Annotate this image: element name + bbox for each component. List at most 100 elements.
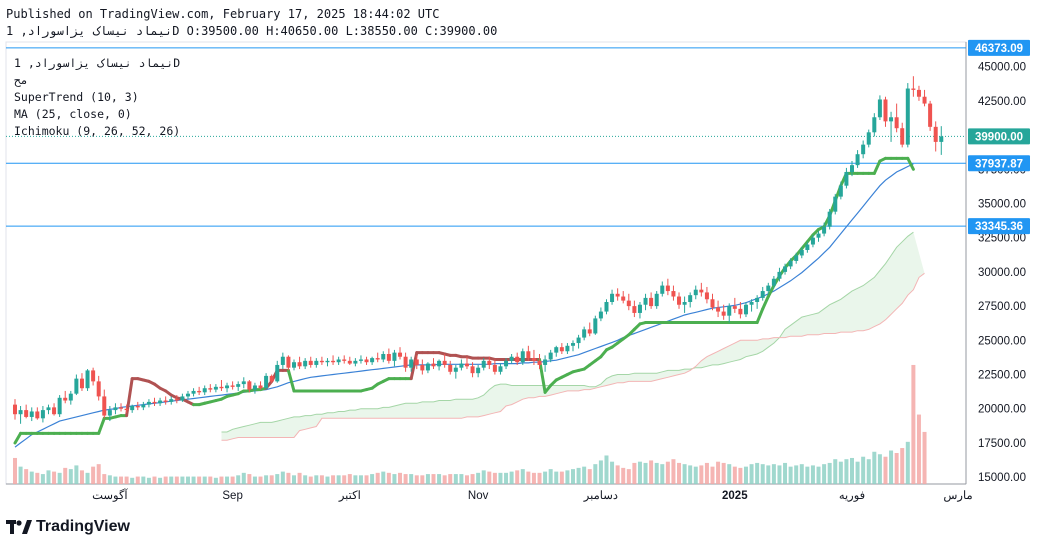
chart-header: Published on TradingView.com, February 1… (6, 6, 497, 40)
volume-bar (152, 476, 157, 484)
volume-bar (671, 459, 676, 484)
tradingview-logo[interactable]: TradingView (6, 518, 130, 536)
candle-body (191, 390, 196, 394)
volume-bar (716, 461, 721, 484)
candle-body (386, 354, 391, 361)
volume-bar (749, 464, 754, 484)
candle-body (24, 410, 29, 417)
volume-bar (269, 475, 274, 484)
volume-bar (180, 476, 185, 484)
candle-body (799, 250, 804, 256)
candle-body (816, 233, 821, 238)
volume-bar (409, 474, 414, 484)
volume-bar (660, 464, 665, 484)
volume-bar (504, 472, 509, 484)
candle-body (79, 378, 84, 389)
candle-body (18, 410, 23, 415)
volume-bar (771, 464, 776, 484)
candle-body (96, 381, 101, 397)
volume-bar (894, 453, 899, 484)
candle-body (135, 406, 140, 408)
candle-body (169, 399, 174, 402)
y-tick-label: 15000.00 (978, 472, 1026, 484)
volume-bar (275, 474, 280, 484)
y-tick-label: 22500.00 (978, 370, 1026, 382)
candle-body (442, 360, 447, 365)
volume-bar (448, 474, 453, 484)
candle-body (74, 378, 79, 394)
level-price-tag-bg (968, 39, 1030, 56)
level-price-tag-bg (968, 155, 1030, 172)
volume-bar (35, 472, 40, 484)
candle-body (146, 401, 151, 405)
y-tick-label: 32500.00 (978, 233, 1026, 245)
volume-bar (861, 456, 866, 484)
volume-bar (565, 470, 570, 484)
supertrend-segment (286, 368, 296, 393)
volume-bar (13, 457, 17, 484)
candle-body (46, 407, 51, 411)
candle-body (537, 360, 542, 365)
candle-body (531, 358, 536, 361)
candle-body (755, 297, 760, 302)
volume-bar (883, 456, 888, 484)
x-tick-label: اکتبر (338, 489, 361, 502)
volume-bar (453, 474, 458, 484)
legend-exchange: مح (14, 73, 28, 87)
volume-bar (202, 476, 207, 484)
candle-body (252, 385, 257, 390)
level-price-tag-text: 37937.87 (975, 158, 1023, 170)
volume-bar (442, 475, 447, 484)
candle-body (325, 360, 330, 363)
volume-bar (610, 461, 615, 484)
candle-body (766, 285, 771, 292)
candle-body (621, 296, 626, 301)
volume-bar (79, 470, 84, 484)
candle-body (643, 297, 648, 305)
candle-body (838, 185, 843, 197)
volume-bar (582, 466, 587, 484)
candle-body (63, 397, 68, 401)
volume-bar (604, 455, 609, 484)
candle-body (353, 360, 358, 364)
volume-bar (727, 464, 732, 484)
candle-body (654, 293, 659, 307)
legend-ma[interactable]: MA (25, close, 0) (14, 107, 132, 121)
candle-body (163, 400, 168, 402)
volume-bar (654, 462, 659, 484)
candle-body (576, 337, 581, 344)
volume-bar (146, 477, 151, 484)
candle-body (610, 293, 615, 302)
volume-bar (381, 471, 386, 484)
candle-body (275, 364, 280, 382)
candle-body (810, 237, 815, 245)
candle-body (900, 128, 905, 145)
volume-bar (163, 476, 168, 484)
volume-bar (96, 464, 101, 484)
candle-body (258, 385, 263, 389)
candle-body (732, 306, 737, 309)
volume-bar (509, 471, 514, 484)
volume-bar (403, 474, 408, 484)
volume-bar (598, 460, 603, 484)
legend-symbol[interactable]: نیماد نیساک یزاسوراد, 1D (14, 56, 181, 70)
candle-body (403, 356, 408, 368)
candle-body (716, 307, 721, 312)
candle-body (342, 359, 347, 361)
candle-body (241, 381, 246, 385)
volume-bar (805, 466, 810, 484)
candle-body (130, 406, 135, 411)
supertrend-segment (872, 159, 882, 175)
candle-body (247, 381, 252, 390)
volume-bar (252, 476, 257, 484)
candle-body (476, 367, 481, 374)
legend-ichimoku[interactable]: Ichimoku (9, 26, 52, 26) (14, 124, 181, 138)
candle-body (520, 351, 525, 363)
volume-bar (665, 461, 670, 484)
volume-bar (520, 469, 525, 484)
candle-body (593, 318, 598, 334)
legend-supertrend[interactable]: SuperTrend (10, 3) (14, 90, 139, 104)
candle-body (587, 329, 592, 334)
volume-bar (297, 472, 302, 484)
